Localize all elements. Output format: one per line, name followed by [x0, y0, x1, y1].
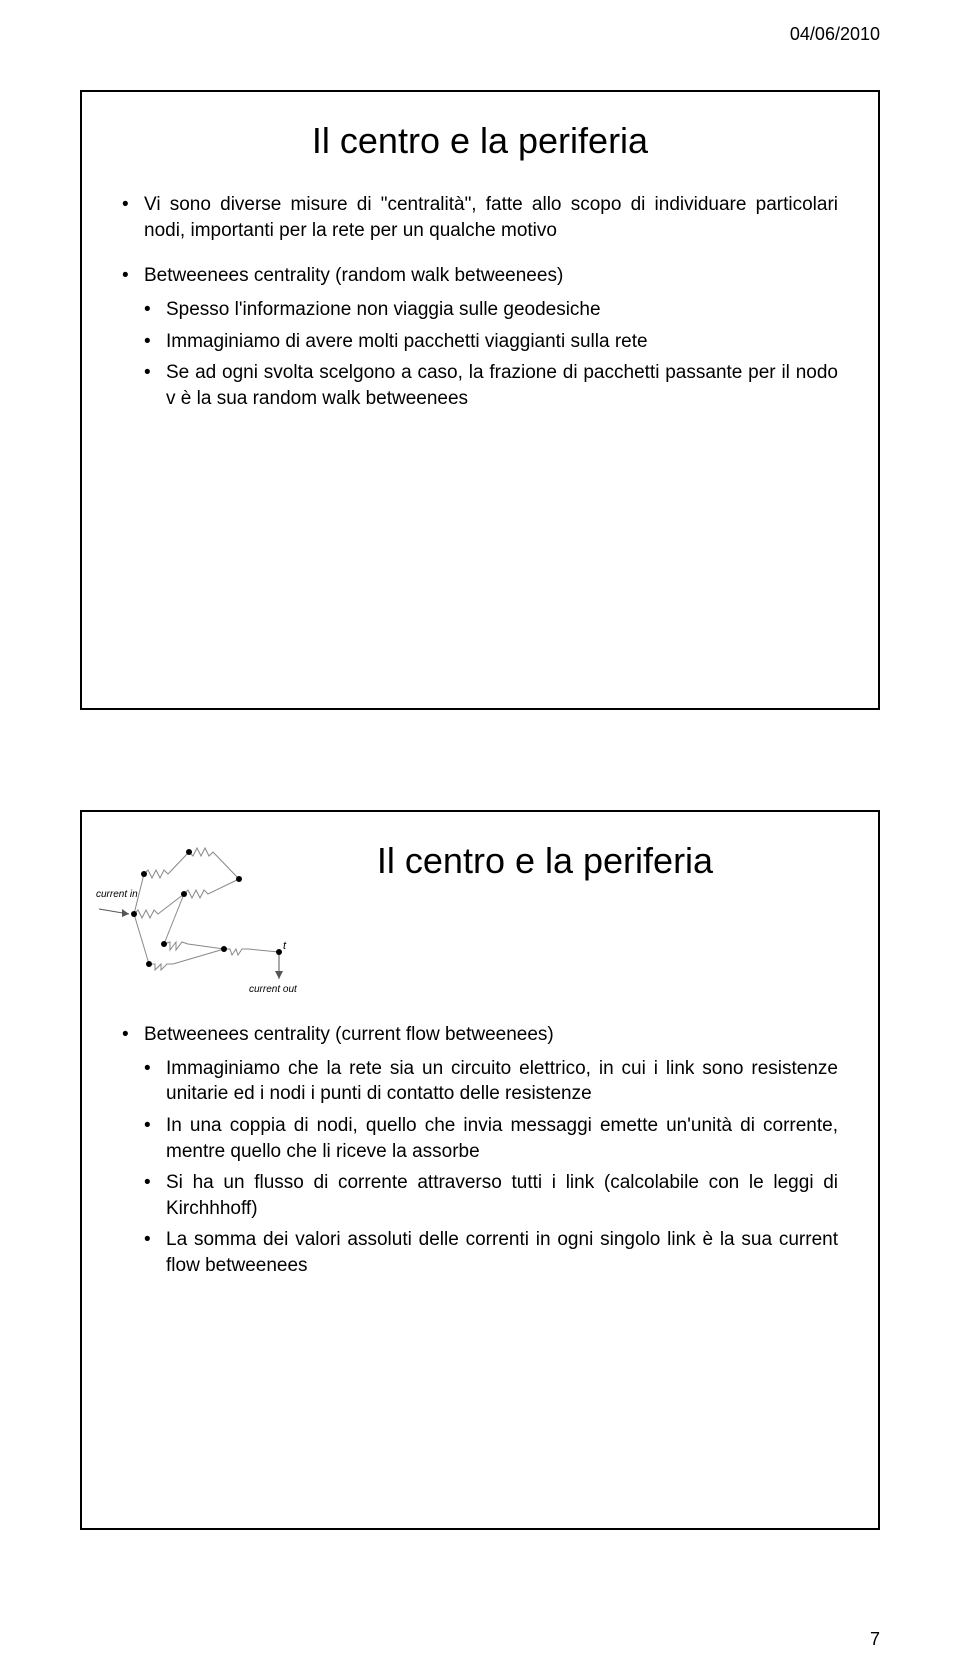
- slide-2-bullet-1-text: Betweenees centrality (current flow betw…: [144, 1024, 554, 1045]
- current-in-label: current in: [96, 889, 138, 900]
- slide-2: current in current out t Il centro e la …: [80, 810, 880, 1530]
- slide-1-bullet-2-text: Betweenees centrality (random walk betwe…: [144, 265, 563, 286]
- slide-1-subbullets: Spesso l'informazione non viaggia sulle …: [144, 297, 838, 412]
- slide-2-bullets: Betweenees centrality (current flow betw…: [122, 1022, 838, 1279]
- slide-1-sub-3: Se ad ogni svolta scelgono a caso, la fr…: [144, 360, 838, 411]
- slide-2-bullet-1: Betweenees centrality (current flow betw…: [122, 1022, 838, 1279]
- slide-2-subbullets: Immaginiamo che la rete sia un circuito …: [144, 1056, 838, 1279]
- circuit-diagram: current in current out t: [94, 834, 324, 994]
- slide-2-sub-3: Si ha un flusso di corrente attraverso t…: [144, 1170, 838, 1221]
- current-out-label: current out: [249, 984, 298, 994]
- slide-1: Il centro e la periferia Vi sono diverse…: [80, 90, 880, 710]
- date-header: 04/06/2010: [790, 24, 880, 45]
- slide-2-sub-2: In una coppia di nodi, quello che invia …: [144, 1113, 838, 1164]
- slide-1-sub-1: Spesso l'informazione non viaggia sulle …: [144, 297, 838, 323]
- slide-1-sub-2: Immaginiamo di avere molti pacchetti via…: [144, 329, 838, 355]
- slide-1-bullet-2: Betweenees centrality (random walk betwe…: [122, 263, 838, 411]
- page-number: 7: [870, 1629, 880, 1650]
- slide-2-sub-1: Immaginiamo che la rete sia un circuito …: [144, 1056, 838, 1107]
- slide-1-title: Il centro e la periferia: [122, 120, 838, 162]
- slide-2-sub-4: La somma dei valori assoluti delle corre…: [144, 1227, 838, 1278]
- t-label: t: [283, 940, 287, 952]
- slide-1-bullets: Vi sono diverse misure di "centralità", …: [122, 192, 838, 411]
- slide-1-bullet-1: Vi sono diverse misure di "centralità", …: [122, 192, 838, 243]
